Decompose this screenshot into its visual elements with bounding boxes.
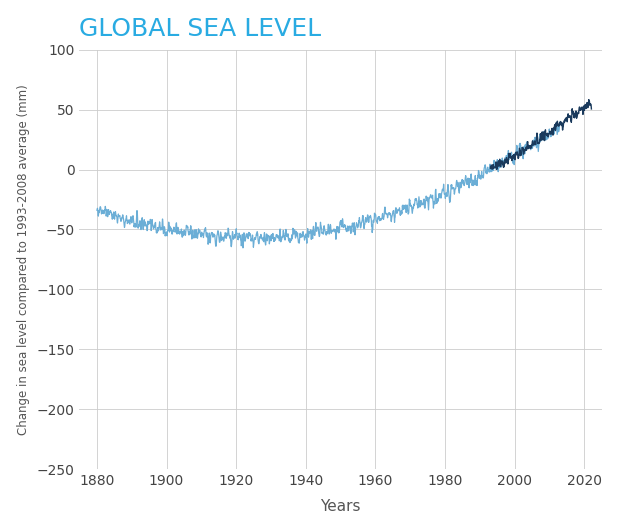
X-axis label: Years: Years	[321, 499, 361, 515]
Y-axis label: Change in sea level compared to 1993-2008 average (mm): Change in sea level compared to 1993-200…	[17, 84, 30, 435]
Text: GLOBAL SEA LEVEL: GLOBAL SEA LEVEL	[79, 16, 322, 41]
